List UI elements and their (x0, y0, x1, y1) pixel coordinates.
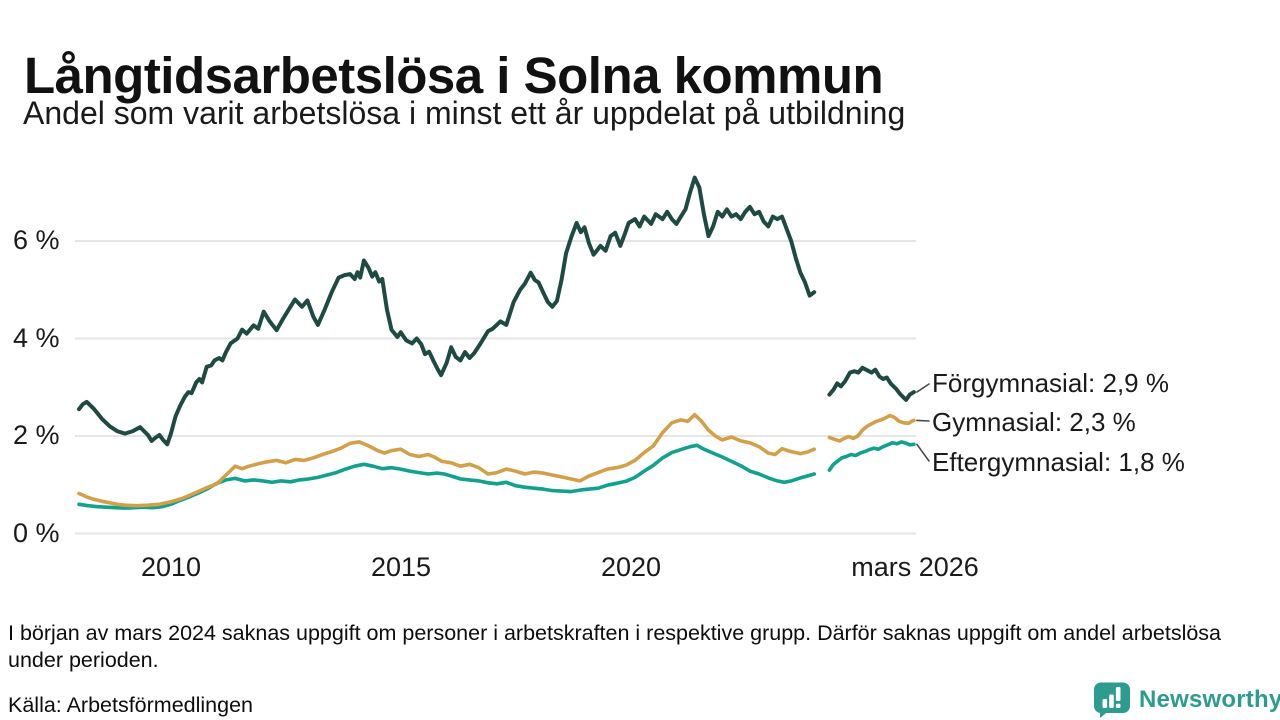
legend-connector-eftergymnasial (916, 443, 930, 462)
y-axis-tick-4: 4 % (13, 323, 60, 353)
y-axis-tick-2: 2 % (13, 420, 60, 450)
x-axis-tick-2015: 2015 (370, 552, 432, 582)
legend-connector-förgymnasial (916, 383, 930, 393)
series-line-gymnasial-segment-2 (827, 413, 916, 443)
x-axis-tick-mars-2026: mars 2026 (851, 552, 979, 582)
y-axis-tick-6: 6 % (13, 225, 60, 255)
y-axis-tick-0: 0 % (13, 518, 60, 548)
newsworthy-logo: Newsworthy (1093, 682, 1280, 718)
legend-label-forgymnasial: Förgymnasial: 2,9 % (932, 368, 1169, 398)
footnote-text: I början av mars 2024 saknas uppgift om … (8, 621, 1222, 672)
page-title: Långtidsarbetslösa i Solna kommun (24, 47, 884, 105)
series-line-eftergymnasial-segment-2 (827, 440, 916, 472)
series-line-gymnasial-segment-1 (77, 412, 817, 508)
chart-subtitle: Andel som varit arbetslösa i minst ett å… (23, 95, 906, 131)
newsworthy-logo-icon (1094, 682, 1130, 718)
newsworthy-logo-text: Newsworthy (1139, 686, 1280, 713)
series-line-förgymnasial-segment-1 (77, 175, 817, 447)
legend-label-gymnasial: Gymnasial: 2,3 % (932, 407, 1136, 437)
x-axis-tick-2020: 2020 (600, 552, 662, 582)
source-attribution: Källa: Arbetsförmedlingen (8, 693, 254, 717)
series-line-förgymnasial-segment-2 (827, 365, 916, 402)
series-line-eftergymnasial-segment-1 (77, 443, 817, 510)
x-axis-tick-2010: 2010 (140, 552, 202, 582)
legend-label-eftergymnasial: Eftergymnasial: 1,8 % (932, 447, 1185, 477)
legend-connector-gymnasial (916, 419, 930, 422)
